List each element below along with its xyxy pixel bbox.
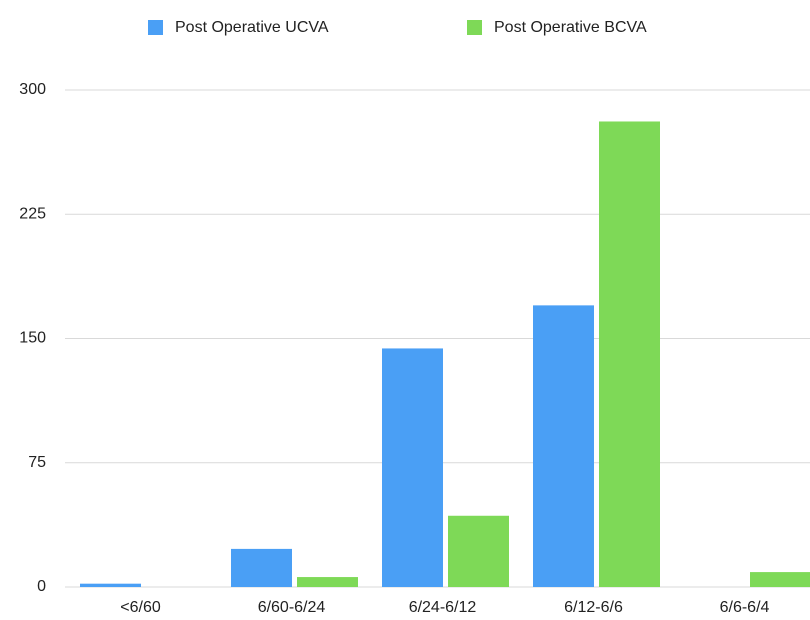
legend-swatch [467, 20, 482, 35]
x-tick-label: 6/6-6/4 [720, 599, 770, 616]
bar [297, 577, 358, 587]
x-tick-label: <6/60 [120, 599, 161, 616]
y-tick-label: 150 [19, 330, 46, 347]
y-tick-label: 75 [28, 454, 46, 471]
y-tick-label: 0 [37, 578, 46, 595]
x-tick-label: 6/24-6/12 [409, 599, 477, 616]
legend-swatch [148, 20, 163, 35]
bar [231, 548, 292, 587]
x-tick-label: 6/12-6/6 [564, 599, 623, 616]
legend-label: Post Operative BCVA [494, 19, 647, 36]
bar [599, 121, 660, 587]
bar [533, 305, 594, 587]
bar [382, 348, 443, 587]
y-tick-label: 300 [19, 81, 46, 98]
bar [448, 515, 509, 587]
bar [750, 572, 810, 587]
legend-label: Post Operative UCVA [175, 19, 329, 36]
x-tick-label: 6/60-6/24 [258, 599, 326, 616]
bar [80, 583, 141, 587]
y-tick-label: 225 [19, 205, 46, 222]
